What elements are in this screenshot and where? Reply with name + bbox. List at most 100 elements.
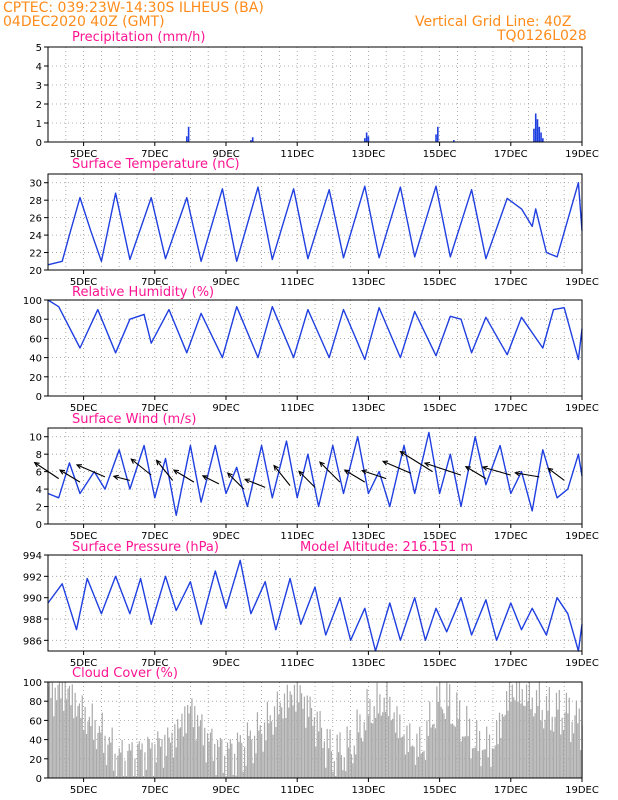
cloud-bar (342, 770, 344, 778)
cloud-bar (362, 741, 364, 778)
cloud-bar (185, 733, 187, 778)
precip-bar (437, 126, 439, 142)
cloud-bar (91, 703, 93, 778)
wind-arrow-head (273, 464, 279, 471)
wind-arrow (400, 451, 433, 473)
x-tick-label: 7DEC (141, 658, 168, 669)
cloud-bar (420, 753, 422, 778)
series-line (47, 559, 583, 652)
cloud-bar (272, 734, 274, 778)
precip-bar (533, 128, 535, 142)
cloud-bar (406, 725, 408, 778)
cloud-bar (478, 730, 481, 778)
cloud-bar (128, 743, 130, 778)
cloud-bar (454, 726, 456, 778)
cloud-bar (114, 753, 116, 778)
cloud-bar (104, 735, 106, 778)
y-tick-label: 0 (36, 392, 42, 403)
cloud-bar (544, 719, 546, 778)
wind-arrow (424, 462, 462, 476)
y-tick-label: 0 (36, 520, 42, 531)
cloud-bar (459, 700, 461, 778)
cloud-bar (424, 760, 427, 778)
cloud-bar (572, 733, 575, 778)
cloud-bar (292, 705, 294, 778)
cloud-bar (144, 752, 146, 778)
cloud-bar (503, 716, 505, 778)
wind-arrow (34, 462, 59, 480)
cloud-bar (353, 745, 355, 778)
cloud-bar (375, 717, 377, 778)
cloud-bar (453, 725, 455, 778)
x-tick-label: 13DEC (352, 785, 386, 796)
cloud-bar (390, 720, 392, 778)
cloud-bar (506, 691, 508, 778)
cloud-bar (440, 706, 442, 778)
cloud-bar (504, 714, 506, 778)
cloud-bar (537, 705, 539, 778)
cloud-bar (481, 750, 484, 778)
cloud-bar (172, 757, 175, 778)
cloud-bar (325, 767, 327, 778)
cloud-bar (182, 736, 184, 778)
cloud-bar (57, 684, 59, 778)
x-tick-label: 5DEC (70, 531, 97, 542)
cloud-bar (399, 714, 401, 778)
cloud-bar (464, 736, 466, 778)
cloud-bar (322, 748, 324, 778)
cloud-bar (262, 751, 264, 778)
y-tick-label: 2 (36, 100, 42, 111)
cloud-bar (350, 754, 353, 778)
cloud-bar (352, 763, 354, 778)
cloud-bar (246, 722, 249, 778)
cloud-bar (363, 721, 365, 778)
cloud-bar (389, 696, 391, 778)
wind-arrow-head (399, 450, 406, 457)
cloud-bar (228, 748, 230, 778)
cloud-bar (244, 747, 246, 778)
y-tick-label: 994 (23, 551, 42, 562)
x-tick-label: 9DEC (212, 277, 239, 288)
cloud-bar (209, 732, 212, 778)
cloud-bar (226, 742, 229, 778)
cloud-bar (487, 757, 489, 778)
cloud-bar (446, 682, 448, 778)
cloud-bar (152, 775, 155, 778)
cloud-bar (384, 711, 387, 778)
cloud-bar (54, 687, 56, 778)
cloud-bar (510, 701, 512, 778)
cloud-bar (296, 682, 298, 778)
cloud-bar (283, 693, 286, 778)
cloud-bar (192, 727, 194, 778)
cloud-bar (337, 752, 340, 778)
cloud-bar (177, 719, 179, 778)
cloud-bar (535, 690, 538, 778)
cloud-bar (534, 713, 536, 778)
cloud-bar (145, 769, 147, 778)
cloud-bar (229, 739, 231, 778)
cloud-bar (132, 776, 135, 778)
cloud-bar (564, 712, 566, 778)
cloud-bar (490, 766, 492, 778)
y-tick-label: 40 (29, 736, 42, 747)
cloud-bar (416, 733, 418, 778)
cloud-bar (150, 748, 152, 778)
cloud-bar (434, 728, 437, 778)
cloud-bar (155, 762, 157, 778)
cloud-bar (235, 775, 237, 778)
x-tick-label: 5DEC (70, 403, 97, 414)
y-tick-label: 80 (29, 697, 42, 708)
cloud-bar (557, 709, 559, 778)
x-tick-label: 5DEC (70, 277, 97, 288)
cloud-bar (273, 706, 276, 778)
cloud-bar (140, 749, 142, 778)
x-tick-label: 11DEC (280, 658, 314, 669)
wind-arrow (482, 466, 511, 476)
x-tick-label: 7DEC (141, 277, 168, 288)
y-tick-label: 0 (36, 774, 42, 785)
cloud-bar (370, 722, 372, 778)
cloud-bar (60, 698, 62, 778)
cloud-bar (178, 728, 180, 778)
cloud-bar (309, 696, 311, 778)
